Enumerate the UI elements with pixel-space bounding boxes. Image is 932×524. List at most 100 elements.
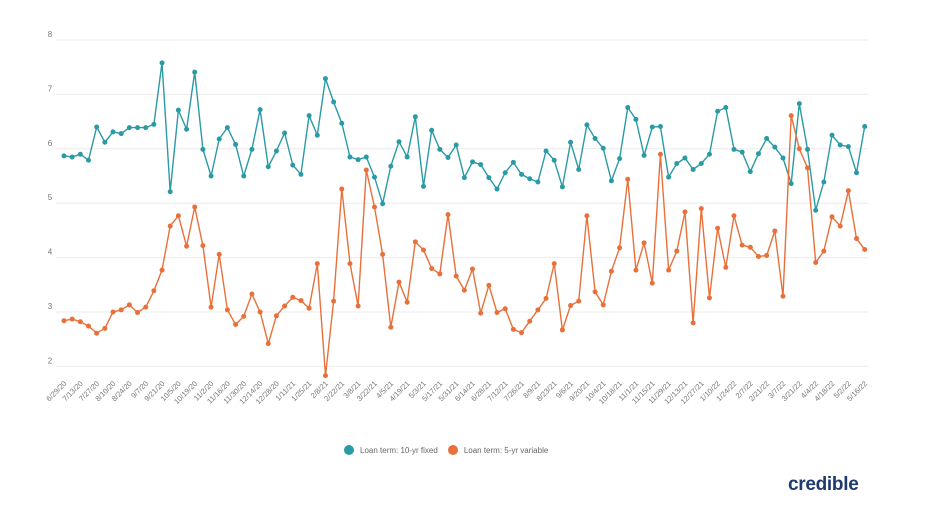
data-point: [412, 114, 418, 120]
data-point: [192, 69, 198, 75]
data-point: [355, 303, 361, 309]
data-point: [568, 139, 574, 145]
line-chart: 2 3 4 5 6 7 8 6/29/207/13/207/27/208/10/208/24…: [44, 30, 869, 406]
data-point: [845, 144, 851, 150]
y-tick-label: 8: [48, 30, 53, 39]
data-point: [118, 131, 124, 137]
data-point: [478, 310, 484, 316]
data-point: [657, 123, 663, 129]
data-point: [600, 145, 606, 151]
data-point: [494, 186, 500, 192]
data-point: [388, 324, 394, 330]
data-point: [151, 121, 157, 127]
data-point: [224, 307, 230, 313]
legend-swatch-5yr-variable: [447, 445, 458, 455]
data-point: [216, 136, 222, 142]
data-point: [666, 174, 672, 180]
data-point: [788, 113, 794, 119]
data-point: [584, 122, 590, 128]
data-point: [535, 179, 541, 185]
data-point: [167, 189, 173, 195]
y-tick-label: 5: [48, 193, 53, 202]
data-point: [657, 151, 663, 157]
data-point: [854, 236, 860, 242]
data-point: [674, 248, 680, 254]
data-point: [461, 287, 467, 293]
data-point: [110, 129, 116, 135]
data-point: [821, 179, 827, 185]
data-point: [854, 170, 860, 176]
data-point: [715, 108, 721, 114]
data-point: [608, 268, 614, 274]
data-point: [77, 319, 83, 325]
credible-logo: credible: [788, 474, 859, 495]
data-point: [617, 245, 623, 251]
data-point: [478, 162, 484, 168]
data-point: [273, 313, 279, 319]
data-point: [249, 146, 255, 152]
data-point: [184, 126, 190, 132]
series-1: [61, 113, 868, 379]
data-point: [755, 254, 761, 260]
data-point: [77, 151, 83, 157]
data-point: [470, 159, 476, 165]
data-point: [470, 266, 476, 272]
data-point: [306, 113, 312, 119]
data-point: [86, 157, 92, 163]
data-point: [453, 142, 459, 148]
data-point: [641, 152, 647, 158]
data-point: [821, 248, 827, 254]
y-axis: 2 3 4 5 6 7 8: [48, 30, 53, 365]
data-point: [813, 259, 819, 265]
data-point: [257, 309, 263, 315]
data-point: [706, 295, 712, 301]
data-point: [86, 323, 92, 329]
data-point: [339, 186, 345, 192]
data-point: [706, 151, 712, 157]
legend-label-5yr-variable: Loan term: 5-yr variable: [463, 445, 549, 455]
data-point: [339, 120, 345, 126]
data-point: [519, 171, 525, 177]
data-point: [94, 124, 100, 130]
data-point: [298, 171, 304, 177]
data-point: [739, 149, 745, 155]
data-point: [143, 125, 149, 131]
data-point: [102, 139, 108, 145]
data-point: [535, 307, 541, 313]
data-point: [715, 225, 721, 231]
series-line: [63, 62, 866, 211]
data-point: [486, 282, 492, 288]
data-point: [755, 151, 761, 157]
data-point: [764, 252, 770, 258]
y-tick-label: 4: [48, 248, 53, 257]
data-point: [625, 176, 631, 182]
data-point: [445, 212, 451, 218]
data-point: [126, 302, 132, 308]
data-point: [110, 309, 116, 315]
data-point: [568, 302, 574, 308]
data-point: [780, 155, 786, 161]
data-point: [772, 228, 778, 234]
data-point: [224, 125, 230, 131]
data-point: [257, 107, 263, 113]
series-line: [63, 115, 866, 376]
data-point: [862, 123, 868, 129]
legend-swatch-10yr-fixed: [344, 445, 354, 455]
data-point: [747, 169, 753, 175]
data-point: [118, 307, 124, 313]
data-point: [322, 76, 328, 82]
data-point: [437, 146, 443, 152]
data-point: [143, 304, 149, 310]
data-point: [363, 154, 369, 160]
data-point: [192, 204, 198, 210]
data-point: [380, 201, 386, 207]
data-point: [698, 206, 704, 212]
data-point: [208, 173, 214, 179]
y-tick-label: 7: [48, 84, 53, 93]
data-point: [519, 330, 525, 336]
data-point: [845, 188, 851, 194]
data-point: [249, 291, 255, 297]
data-point: [805, 146, 811, 152]
data-point: [829, 214, 835, 220]
data-point: [862, 246, 868, 252]
